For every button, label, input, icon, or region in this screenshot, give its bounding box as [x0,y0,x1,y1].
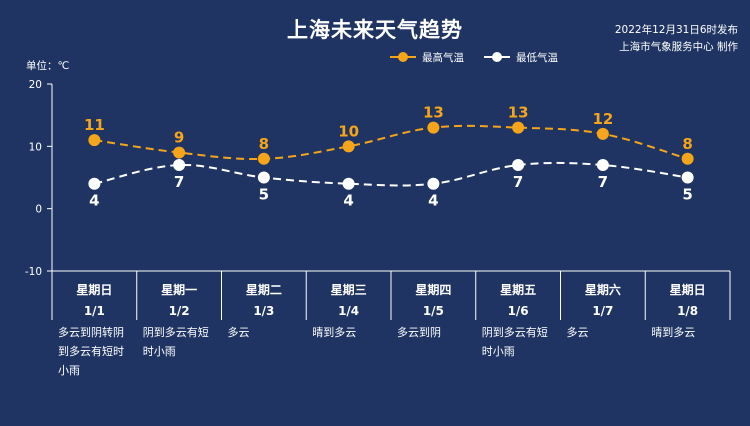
weather-condition: 晴到多云 [651,325,695,339]
high-temp-point [257,152,270,165]
low-temp-label: 7 [598,173,608,191]
low-temp-point [342,177,355,190]
high-temp-point [596,127,609,140]
category-weekday: 星期四 [415,282,451,297]
weather-condition: 小雨 [58,364,80,377]
y-tick-label: 10 [29,141,42,153]
high-temp-label: 8 [682,135,692,153]
low-temp-point [173,159,186,172]
legend: 最高气温 最低气温 [390,49,578,65]
issuer: 上海市气象服务中心 制作 [619,41,738,53]
y-tick-label: 20 [29,79,42,91]
category-date: 1/2 [169,304,190,318]
high-temp-point [681,152,694,165]
legend-item-high: 最高气温 [390,50,464,65]
weather-condition: 多云 [567,325,589,339]
series-line-low [94,161,688,187]
issued-time: 2022年12月31日6时发布 [614,24,738,36]
weather-condition: 到多云有短时 [58,344,124,358]
high-temp-label: 12 [592,110,613,128]
low-temp-label: 4 [89,192,99,210]
high-temp-label: 13 [423,104,444,122]
high-temp-point [427,121,440,134]
y-tick-label: 0 [35,204,42,216]
high-temp-label: 9 [174,129,184,147]
y-axis-unit-label: 单位：℃ [26,60,70,72]
category-date: 1/7 [592,304,613,318]
low-temp-point [596,159,609,172]
weather-condition: 阴到多云有短 [143,325,209,339]
high-temp-label: 10 [338,122,359,140]
low-temp-point [257,171,270,184]
category-weekday: 星期二 [246,282,282,297]
legend-swatch-low [484,51,510,63]
high-temp-point [512,121,525,134]
series-line-high [94,124,688,160]
legend-swatch-high [390,51,416,63]
low-temp-point [88,177,101,190]
weather-condition: 晴到多云 [312,325,356,339]
low-temp-point [681,171,694,184]
high-temp-point [88,134,101,147]
category-date: 1/3 [253,304,274,318]
category-weekday: 星期日 [76,282,112,297]
issue-info: 2022年12月31日6时发布 上海市气象服务中心 制作 [615,22,738,56]
low-temp-label: 7 [174,173,184,191]
legend-label-low: 最低气温 [516,51,558,64]
weather-condition: 多云到阴转阴 [58,325,124,339]
category-weekday: 星期三 [331,282,367,297]
weather-condition: 多云 [228,325,250,339]
high-temp-point [173,146,186,159]
weather-condition: 阴到多云有短 [482,325,548,339]
category-weekday: 星期五 [500,282,536,297]
high-temp-label: 8 [259,135,269,153]
category-date: 1/5 [423,304,444,318]
chart-title: 上海未来天气趋势 [287,18,463,42]
legend-item-low: 最低气温 [484,50,558,65]
weather-condition: 多云到阴 [397,325,441,339]
low-temp-point [512,159,525,172]
weather-condition: 时小雨 [482,345,515,358]
high-temp-point [342,140,355,153]
category-weekday: 星期日 [670,282,706,297]
low-temp-label: 5 [682,186,692,204]
category-date: 1/1 [84,304,105,318]
category-date: 1/8 [677,304,698,318]
low-temp-label: 4 [428,192,438,210]
category-date: 1/4 [338,304,359,318]
weather-condition: 时小雨 [143,345,176,358]
low-temp-label: 5 [259,186,269,204]
category-weekday: 星期一 [161,282,197,297]
low-temp-label: 7 [513,173,523,191]
low-temp-label: 4 [343,192,353,210]
y-tick-label: -10 [25,266,42,278]
high-temp-label: 11 [84,116,105,134]
category-weekday: 星期六 [585,282,621,297]
category-date: 1/6 [508,304,529,318]
high-temp-label: 13 [508,104,529,122]
low-temp-point [427,177,440,190]
legend-label-high: 最高气温 [422,51,464,64]
